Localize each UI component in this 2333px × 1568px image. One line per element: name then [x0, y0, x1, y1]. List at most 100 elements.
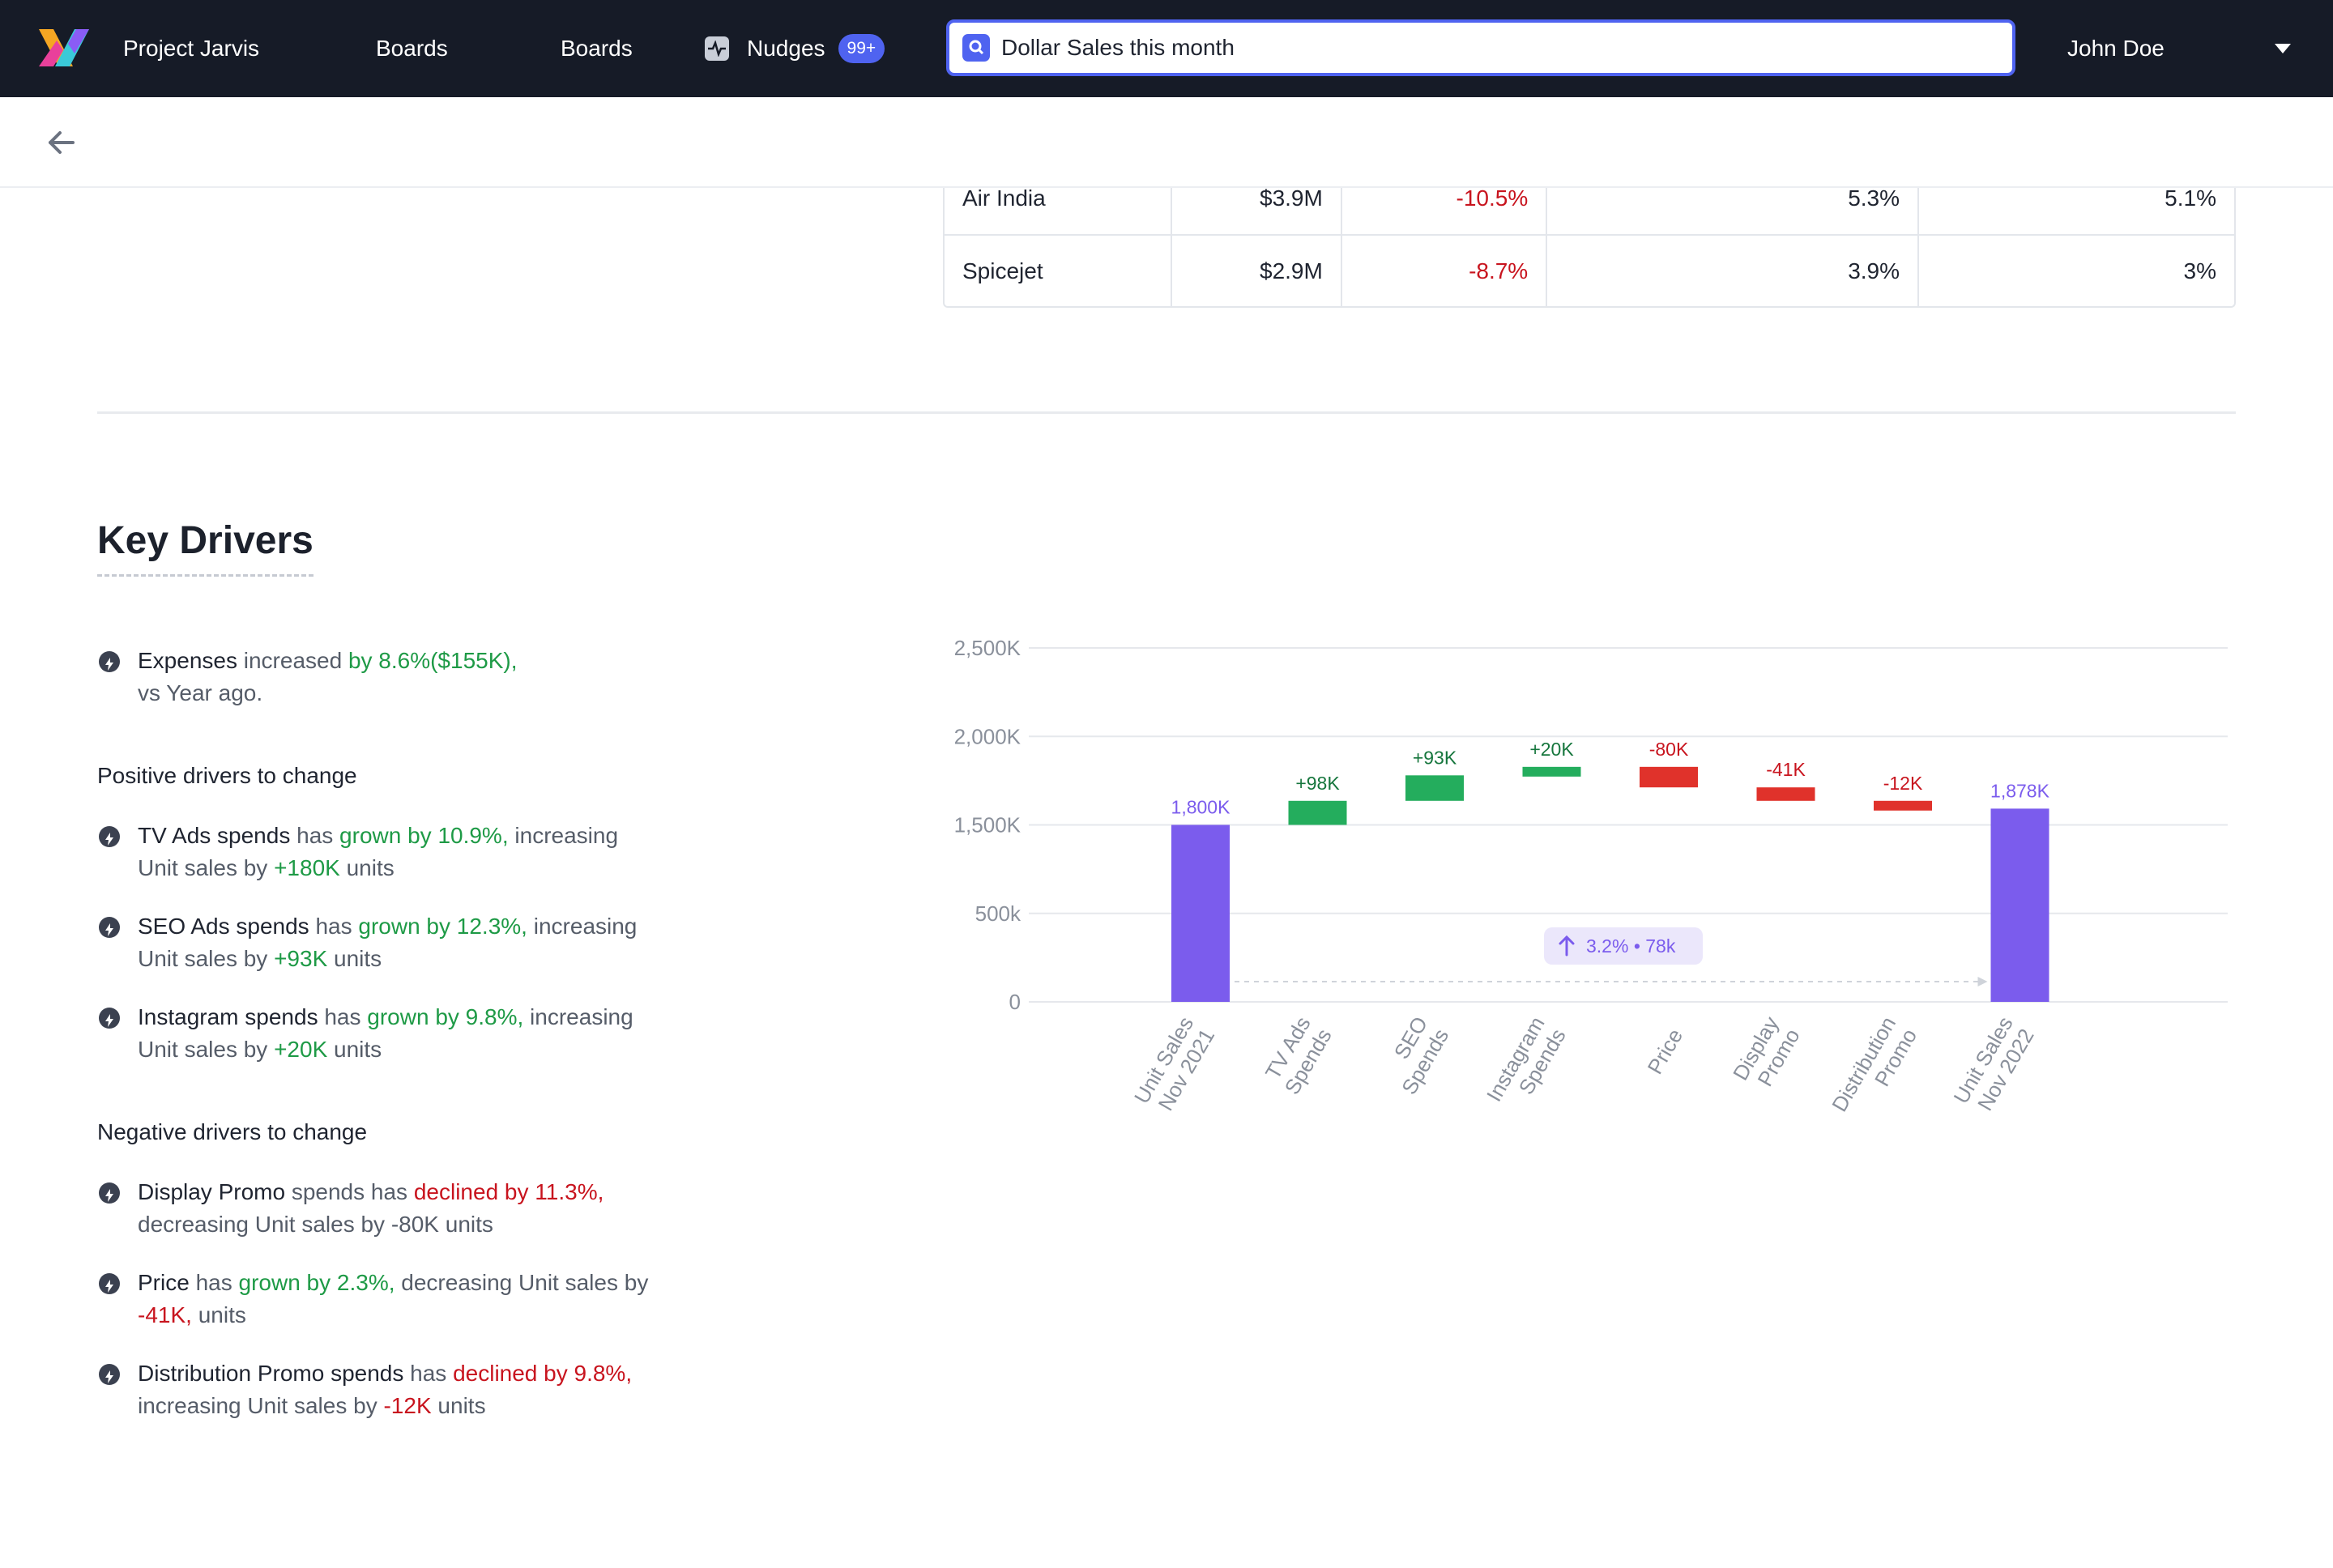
waterfall-bar — [1990, 808, 2049, 1002]
driver-unit: units — [339, 855, 395, 880]
cell-share-1: 5.3% — [1547, 162, 1920, 234]
nav-project-label: Project Jarvis — [123, 36, 260, 61]
data-label: +93K — [1413, 747, 1457, 768]
x-tick-label-line: Price — [1643, 1025, 1688, 1078]
driver-amount: +180K — [274, 855, 340, 880]
driver-subject: SEO Ads spends — [138, 914, 309, 939]
driver-unit: units — [327, 946, 382, 971]
waterfall-bar — [1756, 787, 1815, 801]
y-tick-label: 2,000K — [954, 724, 1021, 748]
cell-sales: $2.9M — [1172, 236, 1342, 306]
cell-name: Spicejet — [945, 236, 1173, 306]
top-navbar: Project Jarvis Boards Boards Nudges 99+ … — [0, 0, 2333, 97]
pulse-icon — [705, 36, 729, 61]
sub-header — [0, 97, 2333, 188]
bolt-icon — [99, 1364, 120, 1385]
nav-boards-1[interactable]: Boards — [334, 0, 448, 97]
driver-subject: Display Promo — [138, 1179, 286, 1204]
positive-driver: SEO Ads spends has grown by 12.3%, incre… — [97, 910, 713, 975]
driver-change: grown by 10.9%, — [339, 823, 509, 848]
app-logo-icon[interactable] — [36, 26, 92, 70]
driver-subject: Instagram spends — [138, 1004, 318, 1029]
driver-change: grown by 2.3%, — [238, 1270, 395, 1295]
cell-name: Air India — [945, 162, 1173, 234]
change-annotation — [1544, 927, 1703, 965]
driver-change: grown by 9.8%, — [367, 1004, 524, 1029]
driver-unit: units — [431, 1393, 486, 1418]
summary-subject: Expenses — [138, 648, 237, 673]
negative-driver: Price has grown by 2.3%, decreasing Unit… — [97, 1267, 713, 1332]
boards-icon — [518, 36, 543, 61]
back-arrow-icon[interactable] — [44, 125, 79, 160]
driver-amount: +20K — [274, 1037, 328, 1062]
nav-nudges[interactable]: Nudges 99+ — [705, 0, 885, 97]
table-row: Air India $3.9M -10.5% 5.3% 5.1% — [945, 162, 2234, 234]
summary-suffix: vs Year ago. — [138, 680, 263, 705]
driver-amount: -12K — [383, 1393, 432, 1418]
summary-verb: increased — [237, 648, 348, 673]
chevron-down-icon[interactable] — [2275, 44, 2291, 53]
waterfall-bar — [1874, 800, 1932, 811]
bolt-icon — [99, 1182, 120, 1204]
x-tick-label: Price — [1643, 1025, 1688, 1078]
driver-change: declined by 11.3%, — [413, 1179, 604, 1204]
table-row: Spicejet $2.9M -8.7% 3.9% 3% — [945, 234, 2234, 306]
negative-driver: Display Promo spends has declined by 11.… — [97, 1176, 713, 1241]
driver-verb: has — [403, 1361, 454, 1386]
driver-effect: decreasing Unit sales by — [395, 1270, 649, 1295]
driver-verb: has — [290, 823, 340, 848]
data-label: -12K — [1883, 773, 1923, 794]
driver-change: declined by 9.8%, — [453, 1361, 633, 1386]
summary-change: by 8.6%($155K), — [348, 648, 518, 673]
data-label: 1,800K — [1171, 797, 1231, 818]
waterfall-bar — [1171, 824, 1230, 1002]
nav-boards-2-label: Boards — [561, 36, 633, 61]
competitor-table: Air India $3.9M -10.5% 5.3% 5.1% Spiceje… — [943, 162, 2236, 308]
driver-unit: units — [191, 1302, 246, 1327]
bolt-icon — [99, 917, 120, 938]
search-input[interactable] — [1001, 35, 1973, 61]
negative-drivers-heading: Negative drivers to change — [97, 1119, 368, 1144]
cell-change: -10.5% — [1342, 162, 1548, 234]
waterfall-chart: 0 500k 1,500K 2,000K 2,500K 1,800K Unit SalesN… — [954, 636, 2228, 1116]
positive-driver: Instagram spends has grown by 9.8%, incr… — [97, 1001, 713, 1066]
nav-nudges-label: Nudges — [747, 36, 825, 61]
bolt-icon — [99, 651, 120, 672]
driver-summary: Expenses increased by 8.6%($155K), vs Ye… — [97, 645, 713, 709]
driver-effect-2: Unit sales by — [138, 946, 275, 971]
data-label: +98K — [1295, 773, 1340, 794]
y-tick-label: 0 — [1009, 990, 1021, 1014]
driver-verb: has — [189, 1270, 239, 1295]
boards-icon — [334, 36, 358, 61]
search-bar[interactable] — [946, 19, 2015, 76]
user-menu[interactable]: John Doe — [2067, 0, 2165, 97]
driver-effect: increasing — [508, 823, 619, 848]
driver-amount: -41K, — [138, 1302, 192, 1327]
negative-driver: Distribution Promo spends has declined b… — [97, 1357, 713, 1422]
driver-subject: Distribution Promo spends — [138, 1361, 404, 1386]
driver-change: grown by 12.3%, — [358, 914, 527, 939]
driver-subject: TV Ads spends — [138, 823, 291, 848]
data-label: -80K — [1649, 739, 1689, 760]
waterfall-bar — [1640, 766, 1698, 788]
driver-unit: units — [327, 1037, 382, 1062]
nav-boards-2[interactable]: Boards — [518, 0, 633, 97]
y-tick-label: 2,500K — [954, 636, 1021, 660]
key-drivers-title: Key Drivers — [97, 518, 313, 577]
nudges-count-badge: 99+ — [838, 34, 885, 63]
cell-share-2: 5.1% — [2165, 185, 2216, 211]
driver-effect: increasing — [523, 1004, 633, 1029]
driver-effect-2: Unit sales by — [138, 1037, 275, 1062]
section-divider — [97, 411, 2236, 414]
cell-change: -8.7% — [1342, 236, 1548, 306]
waterfall-bar — [1288, 800, 1347, 825]
bolt-icon — [99, 1273, 120, 1294]
nav-project[interactable]: Project Jarvis — [123, 0, 259, 97]
data-label: +20K — [1529, 739, 1574, 760]
cell-sales: $3.9M — [1172, 162, 1342, 234]
